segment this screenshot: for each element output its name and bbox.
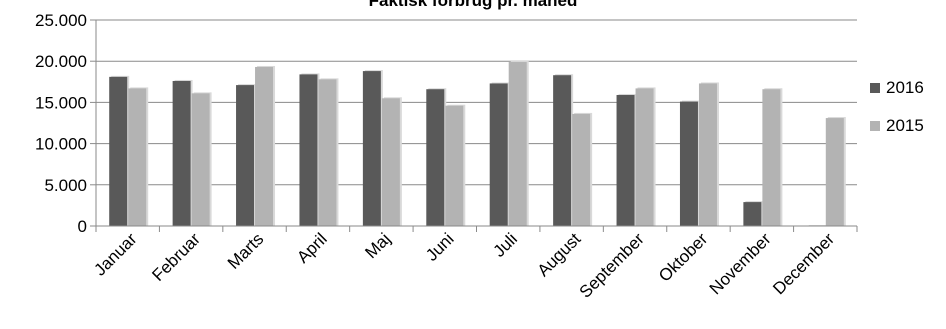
- bar-2016-juli: [489, 83, 508, 226]
- bar-2015-juni: [445, 105, 464, 226]
- bar-2015-november: [762, 89, 781, 226]
- y-tick-label: 5.000: [44, 176, 87, 195]
- bar-2016-november: [743, 202, 762, 226]
- x-tick-label: December: [769, 229, 838, 298]
- x-tick-label: Juli: [490, 229, 521, 260]
- bar-2015-januar: [128, 88, 147, 226]
- bar-2016-august: [553, 75, 572, 226]
- y-tick-label: 20.000: [35, 52, 87, 71]
- bar-2015-februar: [191, 93, 210, 226]
- x-tick-label: Maj: [361, 229, 394, 262]
- x-tick-label: Juni: [422, 229, 457, 264]
- x-tick-label: September: [576, 229, 648, 301]
- x-tick-label: Februar: [148, 229, 204, 285]
- x-tick-label: August: [534, 229, 585, 280]
- y-tick-label: 15.000: [35, 93, 87, 112]
- x-tick-label: November: [706, 229, 775, 298]
- x-tick-label: Oktober: [655, 229, 711, 285]
- y-tick-label: 10.000: [35, 135, 87, 154]
- bar-2015-marts: [255, 66, 274, 226]
- bar-2015-maj: [381, 98, 400, 226]
- y-tick-label: 0: [78, 217, 87, 236]
- bar-2016-februar: [172, 80, 191, 226]
- legend-swatch-2015: [870, 121, 880, 131]
- bar-2016-maj: [362, 71, 381, 226]
- bar-2015-oktober: [698, 83, 717, 226]
- bar-2015-august: [572, 113, 591, 226]
- bar-2016-januar: [109, 76, 128, 226]
- legend-swatch-2016: [870, 83, 880, 93]
- bar-2016-juni: [426, 89, 445, 226]
- bar-2016-marts: [236, 85, 255, 226]
- bar-2015-juli: [508, 62, 527, 226]
- bar-2015-april: [318, 79, 337, 226]
- legend-label-2016: 2016: [886, 78, 924, 97]
- x-tick-label: Marts: [224, 229, 267, 272]
- legend-label-2015: 2015: [886, 116, 924, 135]
- bar-2016-september: [616, 94, 635, 226]
- bar-2016-oktober: [679, 101, 698, 226]
- chart-title: Faktisk forbrug pr. måned: [369, 0, 578, 10]
- x-tick-label: Januar: [90, 229, 140, 279]
- bar-2015-september: [635, 88, 654, 226]
- bar-2016-april: [299, 74, 318, 226]
- bar-2015-december: [825, 118, 844, 226]
- x-tick-label: April: [293, 229, 330, 266]
- y-tick-label: 25.000: [35, 11, 87, 30]
